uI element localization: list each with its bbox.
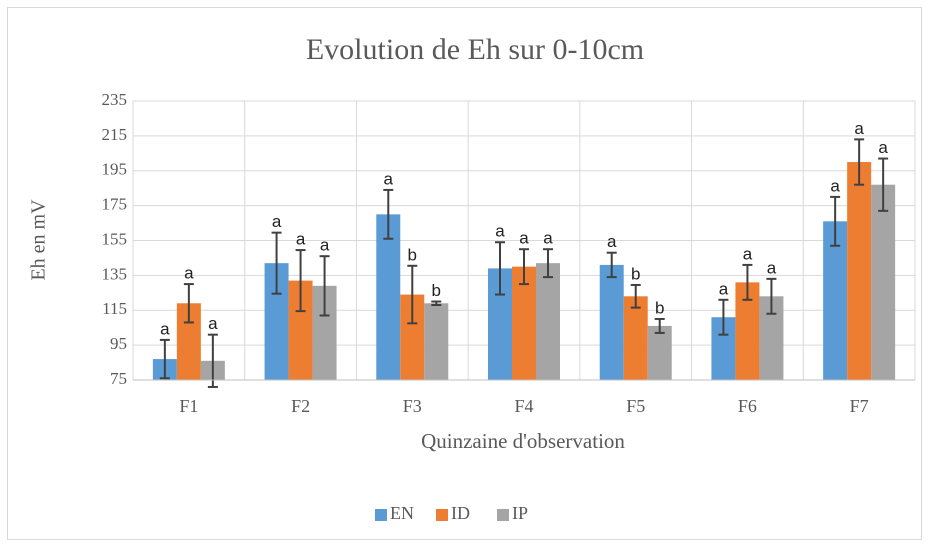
legend-swatch [497, 509, 509, 521]
error-bar [319, 255, 330, 317]
error-bar [159, 338, 170, 380]
y-tick-label: 115 [102, 299, 127, 318]
significance-label: a [519, 229, 529, 248]
error-bar [830, 195, 841, 247]
bar [647, 325, 672, 380]
y-tick-label: 175 [102, 195, 128, 214]
x-tick-label: F4 [514, 396, 533, 416]
significance-label: a [878, 138, 888, 157]
x-tick-label: F5 [626, 396, 645, 416]
x-tick-label: F3 [403, 396, 422, 416]
bar [376, 214, 401, 380]
significance-label: b [408, 245, 417, 264]
significance-label: a [320, 236, 330, 255]
bar [424, 303, 449, 380]
bar [823, 221, 848, 380]
significance-label: a [184, 264, 194, 283]
error-bar [207, 333, 218, 388]
error-bar [878, 157, 889, 212]
significance-label: a [607, 232, 617, 251]
bar [512, 266, 536, 380]
significance-label: a [767, 258, 777, 277]
error-bar [718, 298, 729, 336]
bar [871, 184, 896, 380]
bar [847, 162, 872, 380]
chart-border [7, 7, 922, 540]
significance-label: a [854, 119, 864, 138]
y-axis-title: Eh en mV [28, 199, 50, 281]
legend-swatch [436, 509, 448, 521]
significance-label: a [543, 229, 553, 248]
significance-label: a [743, 244, 753, 263]
error-bar [630, 283, 641, 309]
error-bar [431, 300, 442, 307]
y-tick-label: 135 [102, 264, 128, 283]
error-bar [606, 251, 617, 279]
bar [623, 296, 648, 380]
x-tick-label: F7 [850, 396, 869, 416]
error-bar [543, 248, 553, 279]
significance-label: a [208, 314, 218, 333]
bar [536, 263, 560, 380]
significance-label: a [384, 169, 394, 188]
significance-label: a [495, 222, 505, 241]
y-tick-label: 195 [102, 160, 128, 179]
legend-swatch [375, 509, 387, 521]
significance-label: a [272, 212, 282, 231]
significance-label: a [160, 319, 170, 338]
significance-label: a [719, 279, 729, 298]
significance-label: b [432, 281, 441, 300]
y-tick-label: 95 [110, 334, 127, 353]
error-bar [519, 248, 529, 286]
error-bar [183, 283, 194, 324]
legend-label: EN [390, 503, 414, 523]
y-tick-label: 155 [102, 229, 128, 248]
y-tick-label: 75 [110, 369, 127, 388]
legend-label: ID [451, 503, 470, 523]
error-bar [654, 317, 665, 334]
x-tick-label: F2 [291, 396, 310, 416]
x-tick-label: F1 [179, 396, 198, 416]
significance-label: a [296, 230, 306, 249]
error-bar [495, 241, 505, 296]
y-tick-label: 215 [102, 125, 128, 144]
x-axis-title: Quinzaine d'observation [421, 429, 625, 453]
chart-title: Evolution de Eh sur 0-10cm [306, 33, 644, 66]
legend-label: IP [512, 503, 528, 523]
error-bar [854, 138, 865, 186]
error-bar [271, 231, 282, 295]
error-bar [295, 249, 306, 313]
y-tick-label: 235 [102, 90, 128, 109]
x-tick-label: F6 [738, 396, 757, 416]
error-bar [383, 188, 394, 240]
error-bar [407, 264, 418, 325]
significance-label: a [830, 176, 840, 195]
significance-label: b [655, 298, 664, 317]
error-bar [766, 277, 777, 315]
error-bar [742, 263, 753, 301]
bar [599, 264, 624, 380]
significance-label: b [631, 264, 640, 283]
